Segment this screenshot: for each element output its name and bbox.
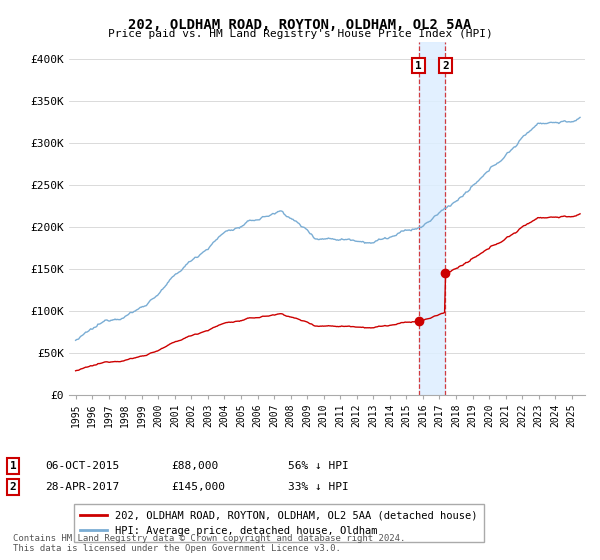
Text: 06-OCT-2015: 06-OCT-2015 [45, 461, 119, 471]
Text: Contains HM Land Registry data © Crown copyright and database right 2024.
This d: Contains HM Land Registry data © Crown c… [13, 534, 406, 553]
Text: Price paid vs. HM Land Registry's House Price Index (HPI): Price paid vs. HM Land Registry's House … [107, 29, 493, 39]
Text: 28-APR-2017: 28-APR-2017 [45, 482, 119, 492]
Text: £88,000: £88,000 [171, 461, 218, 471]
Text: 1: 1 [10, 461, 17, 471]
Text: 33% ↓ HPI: 33% ↓ HPI [288, 482, 349, 492]
Text: 56% ↓ HPI: 56% ↓ HPI [288, 461, 349, 471]
Text: £145,000: £145,000 [171, 482, 225, 492]
Text: 1: 1 [415, 60, 422, 71]
Text: 2: 2 [442, 60, 449, 71]
Legend: 202, OLDHAM ROAD, ROYTON, OLDHAM, OL2 5AA (detached house), HPI: Average price, : 202, OLDHAM ROAD, ROYTON, OLDHAM, OL2 5A… [74, 504, 484, 542]
Bar [419, 42, 445, 395]
Text: 2: 2 [10, 482, 17, 492]
Text: 202, OLDHAM ROAD, ROYTON, OLDHAM, OL2 5AA: 202, OLDHAM ROAD, ROYTON, OLDHAM, OL2 5A… [128, 18, 472, 32]
